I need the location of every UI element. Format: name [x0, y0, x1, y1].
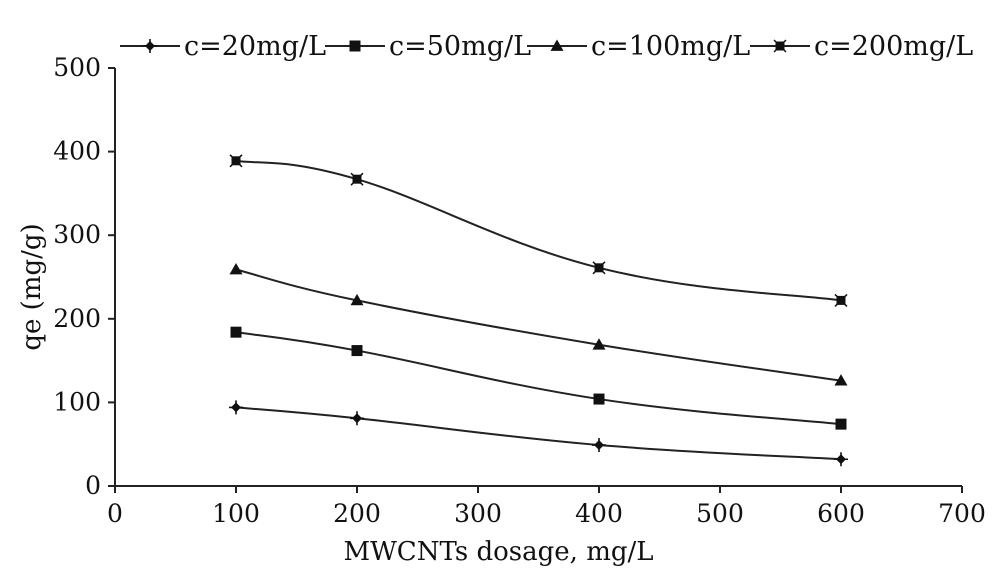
data-point: [350, 293, 364, 306]
data-point-cross: [592, 261, 606, 275]
legend-label: c=20mg/L: [184, 31, 326, 62]
data-point: [351, 345, 363, 357]
x-axis-title: MWCNTs dosage, mg/L: [343, 537, 653, 567]
data-point: [550, 39, 564, 51]
series-1: [229, 400, 848, 467]
data-point-plus: [229, 400, 243, 415]
data-point-cross: [834, 293, 848, 307]
x-ticks: 0 100 200 300 400 500 600 700: [107, 486, 986, 528]
legend-item: c=20mg/L: [120, 31, 326, 62]
legend-label: c=50mg/L: [389, 31, 531, 62]
data-point: [229, 262, 243, 275]
data-point: [349, 40, 361, 52]
legend-item: c=100mg/L: [527, 31, 750, 62]
x-tick-label: 500: [696, 499, 744, 528]
legend: c=20mg/L c=50mg/L c=100mg/L c=200mg/L: [120, 31, 973, 62]
data-point: [834, 374, 848, 386]
data-point-cross: [229, 154, 243, 168]
data-point: [230, 326, 242, 338]
x-tick-label: 100: [212, 499, 260, 528]
legend-label: c=200mg/L: [814, 31, 973, 62]
series-line: [235, 159, 842, 302]
legend-label: c=100mg/L: [591, 31, 750, 62]
x-tick-label: 600: [817, 499, 865, 528]
data-point: [593, 393, 605, 405]
series-4: [229, 154, 848, 307]
x-tick-label: 200: [333, 499, 381, 528]
y-tick-label: 0: [85, 471, 101, 500]
x-tick-label: 400: [575, 499, 623, 528]
y-ticks: 0 100 200 300 400 500: [53, 53, 115, 500]
data-point-plus: [834, 452, 848, 467]
legend-item: c=200mg/L: [750, 31, 973, 62]
data-point-plus: [350, 411, 364, 426]
y-tick-label: 200: [53, 304, 101, 333]
y-axis-title: qe (mg/g): [17, 223, 47, 350]
data-point-cross: [350, 172, 364, 186]
y-tick-label: 300: [53, 220, 101, 249]
data-point-plus: [592, 438, 606, 453]
series-line: [235, 268, 842, 382]
x-tick-label: 700: [938, 499, 986, 528]
y-tick-label: 100: [53, 387, 101, 416]
data-point-plus: [143, 39, 157, 53]
series-group: [229, 154, 848, 467]
y-tick-label: 400: [53, 137, 101, 166]
x-tick-label: 0: [107, 499, 123, 528]
data-point-cross: [773, 39, 787, 53]
y-tick-label: 500: [53, 53, 101, 82]
axes: [114, 68, 962, 487]
data-point: [835, 418, 847, 430]
x-tick-label: 300: [454, 499, 502, 528]
data-point: [592, 338, 606, 350]
series-3: [229, 262, 848, 386]
legend-item: c=50mg/L: [325, 31, 531, 62]
series-line: [235, 331, 842, 426]
series-line: [235, 406, 842, 461]
series-2: [230, 326, 847, 430]
